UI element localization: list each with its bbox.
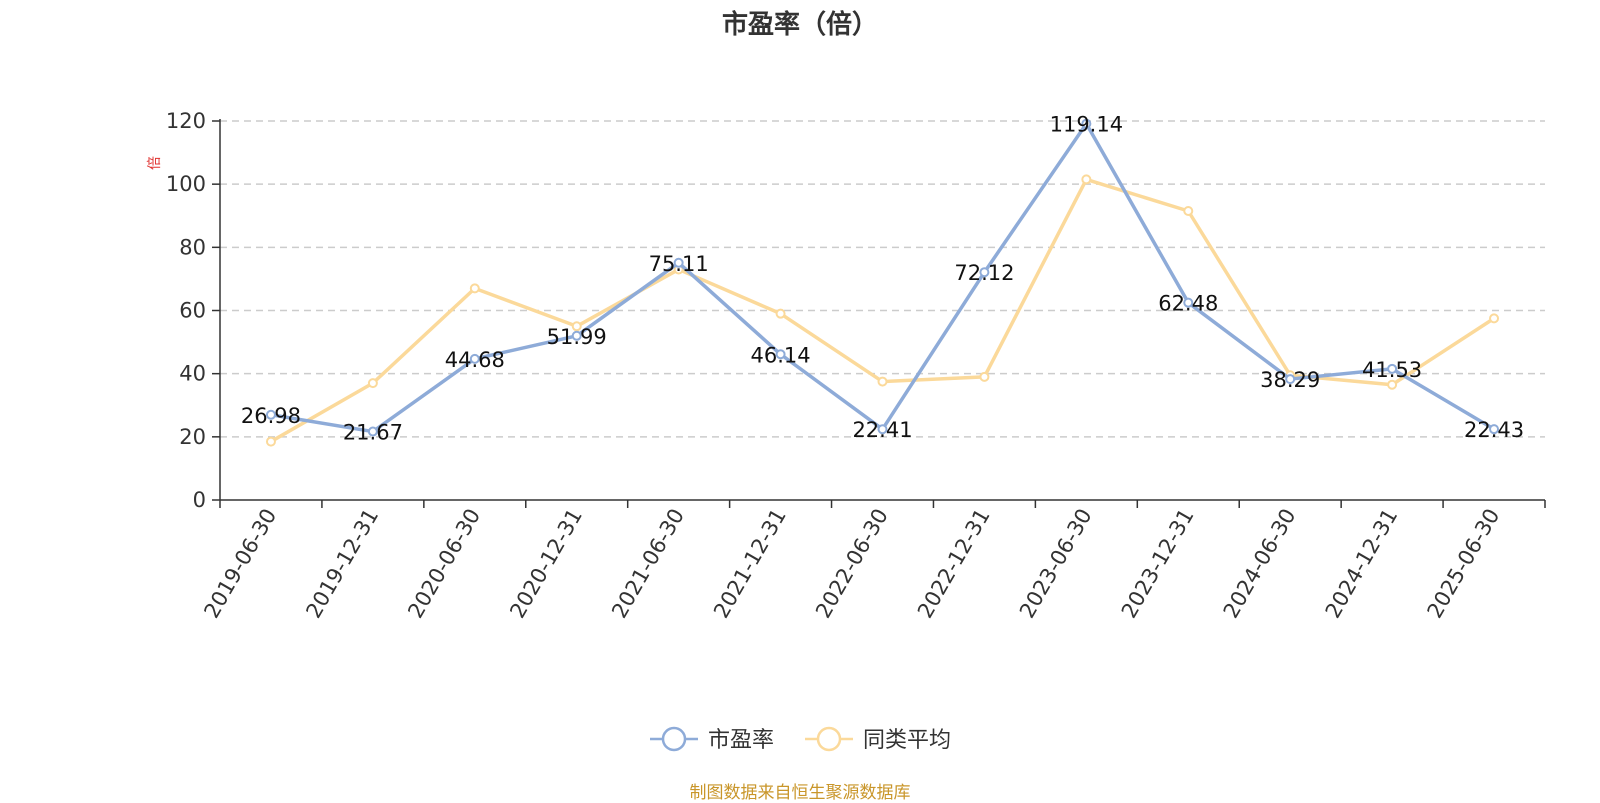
data-label: 38.29: [1260, 368, 1320, 392]
data-point: [1081, 118, 1092, 129]
data-point: [1285, 374, 1296, 385]
legend: 市盈率 同类平均: [650, 726, 951, 753]
data-label: 41.53: [1362, 358, 1422, 382]
gridlines: [220, 120, 1545, 438]
x-tick-label: 2022-12-31: [913, 505, 995, 623]
chart-title: 市盈率（倍）: [721, 10, 878, 40]
data-point: [1183, 206, 1194, 217]
data-label: 44.68: [445, 348, 505, 372]
data-label: 62.48: [1158, 292, 1218, 316]
data-point: [1387, 379, 1398, 390]
y-tick-label: 100: [166, 172, 206, 196]
data-point: [673, 257, 684, 268]
data-label: 75.11: [649, 252, 709, 276]
y-tick-label: 20: [179, 425, 206, 449]
x-tick-label: 2020-06-30: [403, 505, 485, 623]
data-label: 46.14: [751, 343, 811, 367]
x-tick-label: 2024-06-30: [1219, 505, 1301, 623]
data-point: [877, 424, 888, 435]
x-tick-label: 2021-06-30: [607, 505, 689, 623]
data-point: [1081, 174, 1092, 185]
x-tick-label: 2019-12-31: [301, 505, 383, 623]
legend-label: 市盈率: [708, 728, 774, 753]
data-point: [979, 371, 990, 382]
data-point: [469, 353, 480, 364]
data-label: 26.98: [241, 404, 301, 428]
y-tick-label: 0: [193, 488, 206, 512]
x-tick-label: 2020-12-31: [505, 505, 587, 623]
data-point: [265, 436, 276, 447]
y-tick-label: 40: [179, 362, 206, 386]
data-label: 119.14: [1050, 113, 1123, 137]
data-point: [1183, 297, 1194, 308]
y-tick-label: 60: [179, 299, 206, 323]
data-point: [367, 426, 378, 437]
data-point: [265, 409, 276, 420]
legend-marker-icon: [661, 726, 687, 752]
data-point: [367, 378, 378, 389]
data-point: [1489, 424, 1500, 435]
x-tick-label: 2019-06-30: [199, 505, 281, 623]
legend-label: 同类平均: [863, 728, 951, 753]
data-labels: 26.98 21.67 44.68 51.99 75.11 46.14 22.41 72.12…: [241, 113, 1524, 445]
series: [265, 118, 1500, 447]
data-point: [469, 283, 480, 294]
data-label: 22.41: [852, 418, 912, 442]
source-note: 制图数据来自恒生聚源数据库: [689, 783, 911, 803]
data-point: [877, 376, 888, 387]
legend-marker-icon: [816, 726, 842, 752]
data-point: [1387, 363, 1398, 374]
data-label: 22.43: [1464, 418, 1524, 442]
x-tick-label: 2021-12-31: [709, 505, 791, 623]
x-tick-label: 2023-06-30: [1015, 505, 1097, 623]
data-point: [571, 330, 582, 341]
data-point: [571, 321, 582, 332]
data-point: [979, 267, 990, 278]
data-label: 72.12: [954, 261, 1014, 285]
data-label: 21.67: [343, 421, 403, 445]
data-label: 51.99: [547, 325, 607, 349]
y-axis-unit-label: 倍: [147, 156, 163, 170]
y-tick-label: 120: [166, 109, 206, 133]
x-tick-label: 2022-06-30: [811, 505, 893, 623]
x-tick-label: 2024-12-31: [1321, 505, 1403, 623]
x-tick-label: 2023-12-31: [1117, 505, 1199, 623]
data-point: [775, 349, 786, 360]
data-point: [775, 308, 786, 319]
x-tick-label: 2025-06-30: [1423, 505, 1505, 623]
y-tick-label: 80: [179, 235, 206, 259]
data-point: [1489, 313, 1500, 324]
